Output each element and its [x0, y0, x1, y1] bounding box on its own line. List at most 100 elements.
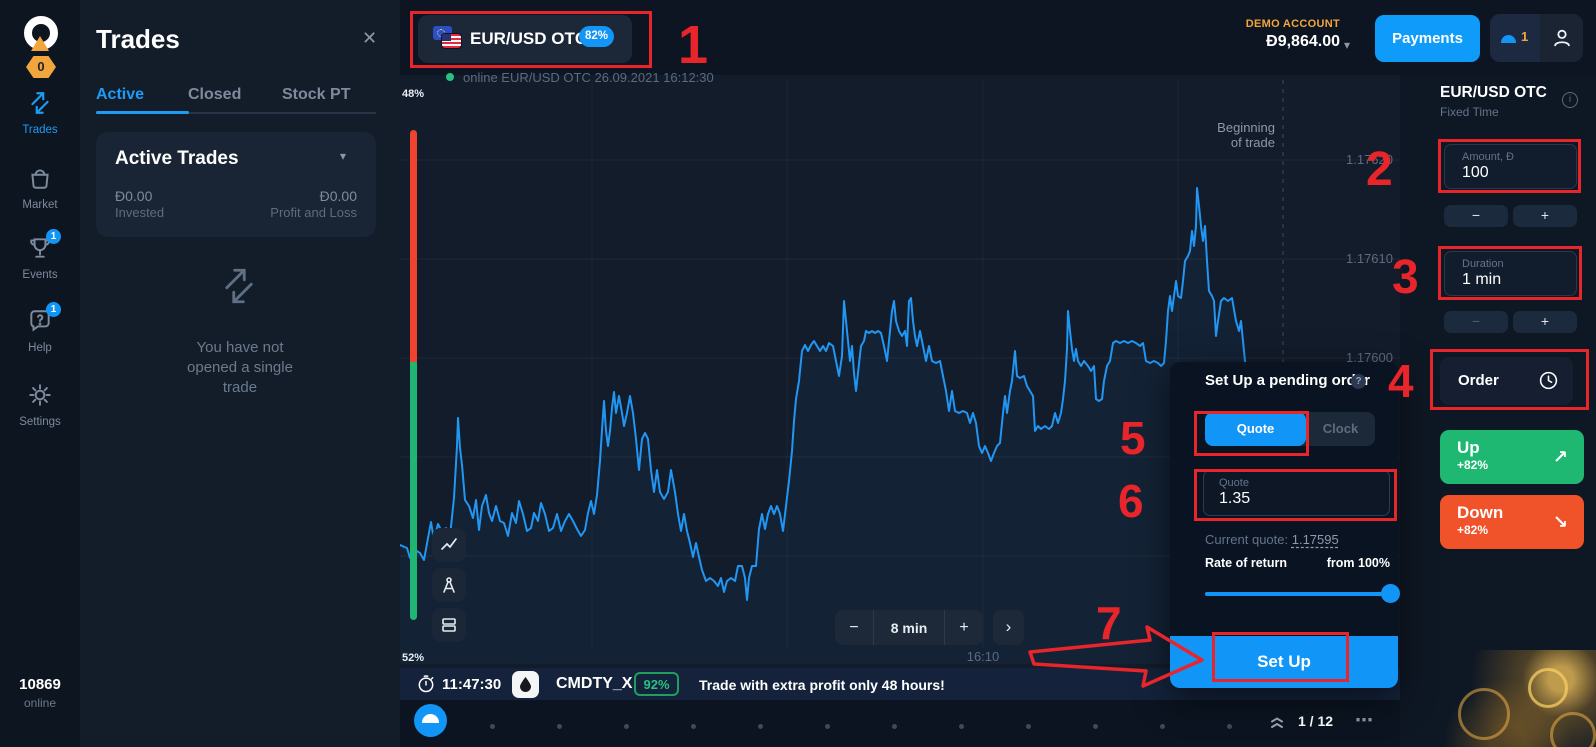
profile-button[interactable]	[1540, 14, 1583, 62]
pager-dot	[1026, 724, 1031, 729]
promo-widget[interactable]: 1	[1490, 14, 1540, 62]
popup-help-icon[interactable]: ?	[1351, 374, 1366, 389]
sentiment-bar-buy	[410, 362, 417, 620]
indicators-button[interactable]	[432, 528, 466, 562]
active-trades-title: Active Trades	[115, 148, 239, 169]
svg-text:16:10: 16:10	[967, 649, 1000, 664]
amount-value: 100	[1462, 164, 1489, 181]
empty-trades-text: You have not opened a single trade	[187, 339, 293, 396]
tabs-underline-active	[96, 111, 189, 114]
pager-dot	[490, 724, 495, 729]
help-question-icon: 1	[27, 302, 61, 339]
sentiment-bottom-pct: 52%	[402, 652, 425, 664]
account-switcher[interactable]: DEMO ACCOUNT Đ9,864.00	[1190, 18, 1340, 51]
account-type: DEMO ACCOUNT	[1245, 18, 1340, 30]
tab-active[interactable]: Active	[96, 86, 145, 103]
pending-order-popup: Set Up a pending order ? Quote Clock Quo…	[1170, 362, 1400, 688]
timeframe-value[interactable]: 8 min	[890, 619, 928, 636]
pl-value: Đ0.00	[319, 188, 357, 204]
toggle-clock[interactable]: Clock	[1322, 421, 1359, 436]
amount-decrease-button[interactable]: −	[1444, 205, 1508, 227]
order-type-toggle: Quote Clock	[1205, 412, 1375, 446]
quote-field[interactable]: Quote 1.35	[1203, 470, 1390, 516]
online-dot	[446, 73, 454, 81]
panel-trade-mode: Fixed Time	[1440, 105, 1499, 119]
sidebar-item-help[interactable]: 1 Help	[0, 302, 80, 354]
active-trades-card: Active Trades ▾ Đ0.00 Invested Đ0.00 Pro…	[96, 132, 376, 237]
pager-dot	[959, 724, 964, 729]
close-icon[interactable]: ✕	[362, 28, 378, 48]
payments-button[interactable]: Payments	[1375, 15, 1480, 62]
arrow-down-right-icon: ↘	[1552, 512, 1568, 533]
arrow-up-right-icon: ↗	[1552, 447, 1568, 468]
sidebar-item-market[interactable]: Market	[0, 165, 80, 211]
split-layout-icon	[442, 618, 456, 632]
promo-countdown: 11:47:30	[442, 676, 502, 693]
pl-label: Profit and Loss	[270, 205, 357, 220]
rate-slider-track[interactable]	[1205, 592, 1390, 596]
banner-icon[interactable]	[414, 704, 447, 737]
timeframe-plus-button[interactable]: +	[959, 618, 969, 636]
toggle-quote[interactable]: Quote	[1205, 412, 1306, 446]
current-quote-link[interactable]: 1.17595	[1291, 532, 1339, 547]
up-button-payout: +82%	[1457, 458, 1489, 472]
invested-label: Invested	[115, 205, 165, 220]
sidebar-label-help: Help	[28, 342, 52, 354]
pager-dot	[1227, 724, 1232, 729]
trades-arrows-icon	[27, 90, 53, 121]
collapse-icon[interactable]	[1268, 715, 1286, 731]
drawing-tools-button[interactable]	[432, 568, 466, 602]
amount-field[interactable]: Amount, Đ 100	[1444, 144, 1577, 189]
banner-pager: 1 / 12 ⋯	[400, 700, 1400, 747]
svg-text:1.17620: 1.17620	[1346, 152, 1393, 167]
events-badge: 1	[46, 229, 61, 244]
duration-label: Duration	[1462, 258, 1504, 270]
order-button[interactable]: Order	[1440, 357, 1573, 405]
jump-to-latest-button[interactable]: ›	[993, 610, 1024, 645]
sidebar-item-events[interactable]: 1 Events	[0, 229, 80, 281]
up-button[interactable]: Up +82% ↗	[1440, 430, 1584, 484]
header-widgets: 1	[1490, 14, 1583, 62]
order-button-label: Order	[1458, 372, 1499, 389]
stopwatch-icon	[418, 675, 434, 693]
tab-closed[interactable]: Closed	[188, 86, 242, 103]
trades-panel-title: Trades	[96, 24, 180, 54]
sidebar-item-settings[interactable]: Settings	[0, 382, 80, 428]
drop-icon	[520, 677, 531, 692]
amount-increase-button[interactable]: +	[1513, 205, 1577, 227]
rate-of-return-row: Rate of return from 100%	[1205, 556, 1390, 570]
duration-increase-button[interactable]: +	[1513, 311, 1577, 333]
duration-field[interactable]: Duration 1 min	[1444, 251, 1577, 296]
tab-stock-pt[interactable]: Stock PT	[282, 86, 351, 103]
popup-title: Set Up a pending order	[1205, 372, 1371, 389]
svg-text:1.17610: 1.17610	[1346, 251, 1393, 266]
help-badge: 1	[46, 302, 61, 317]
promo-arc-icon	[1501, 35, 1516, 43]
invested-value: Đ0.00	[115, 188, 153, 204]
down-button-payout: +82%	[1457, 523, 1489, 537]
clock-icon	[1539, 371, 1558, 390]
pager-dot	[892, 724, 897, 729]
info-icon[interactable]: i	[1562, 92, 1578, 108]
set-up-button[interactable]: Set Up	[1170, 636, 1398, 688]
duration-decrease-button[interactable]: −	[1444, 311, 1508, 333]
beginning-of-trade-label: Beginning of trade	[1217, 120, 1275, 150]
logo-badge[interactable]: 0	[26, 56, 56, 78]
down-button[interactable]: Down +82% ↘	[1440, 495, 1584, 549]
more-icon[interactable]: ⋯	[1355, 710, 1373, 731]
rate-slider-knob[interactable]	[1381, 584, 1400, 603]
promo-payout-badge: 92%	[634, 672, 679, 696]
amount-label: Amount, Đ	[1462, 151, 1514, 163]
chevron-down-icon[interactable]: ▾	[340, 149, 347, 163]
empty-trades-icon	[218, 265, 260, 312]
timeframe-minus-button[interactable]: −	[849, 618, 859, 636]
duration-value: 1 min	[1462, 271, 1502, 288]
pager-dot	[624, 724, 629, 729]
account-chevron-icon[interactable]: ▾	[1344, 38, 1351, 52]
layout-button[interactable]	[432, 608, 466, 642]
market-bag-icon	[27, 165, 53, 196]
sidebar-item-trades[interactable]: Trades	[0, 90, 80, 136]
asset-selector[interactable]: EUR/USD OTC 82%	[418, 15, 632, 63]
rate-value: from 100%	[1326, 556, 1390, 570]
